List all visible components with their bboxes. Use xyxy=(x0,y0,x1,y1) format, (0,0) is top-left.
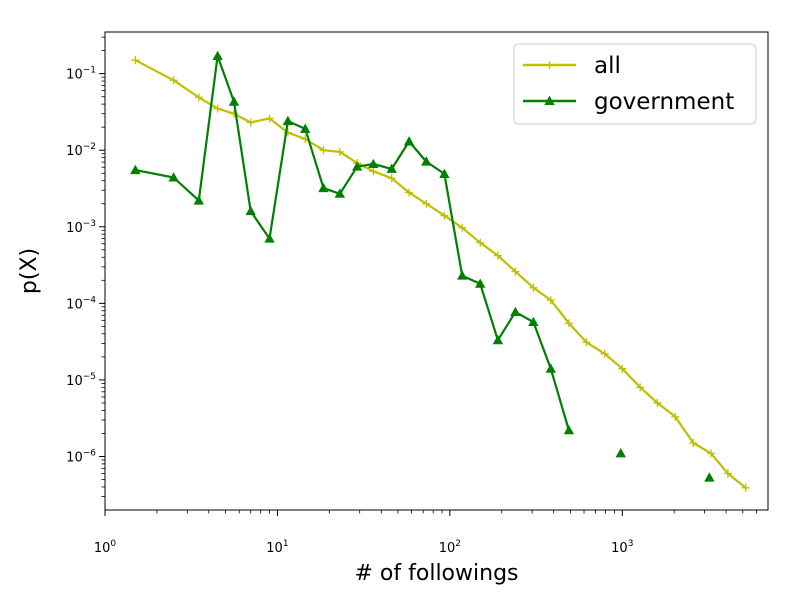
y-axis-label: p(X) xyxy=(17,248,42,294)
data-point-government xyxy=(193,195,204,205)
data-point-all xyxy=(671,412,680,421)
data-point-government xyxy=(510,306,521,317)
data-point-government xyxy=(403,136,415,146)
y-tick-label: 10−6 xyxy=(66,448,96,465)
data-point-government xyxy=(421,156,432,166)
data-point-all xyxy=(636,383,645,392)
data-point-government xyxy=(492,334,504,345)
data-point-all xyxy=(131,56,140,65)
data-point-government xyxy=(545,363,556,373)
y-tick-label: 10−2 xyxy=(66,142,96,159)
data-point-government xyxy=(528,316,539,327)
data-point-all xyxy=(194,93,203,102)
data-point-government xyxy=(212,50,223,61)
plot-frame xyxy=(104,31,769,511)
data-point-all xyxy=(405,188,414,197)
data-point-all xyxy=(213,104,222,113)
data-point-government xyxy=(615,447,626,458)
data-point-all xyxy=(246,118,255,127)
data-point-all xyxy=(707,449,716,458)
data-point-government xyxy=(439,168,450,178)
legend-marker-all xyxy=(545,61,554,69)
data-point-government xyxy=(130,164,141,175)
x-axis-label: # of followings xyxy=(355,561,519,586)
y-tick-label: 10−3 xyxy=(66,219,96,236)
data-point-all xyxy=(600,349,609,358)
y-tick-label: 10−1 xyxy=(66,66,96,83)
legend-label-government: government xyxy=(594,89,734,115)
data-point-all xyxy=(335,147,344,156)
data-point-all xyxy=(741,483,750,492)
data-point-all xyxy=(582,338,591,347)
data-point-government xyxy=(245,205,256,216)
data-point-all xyxy=(511,267,520,276)
data-point-all xyxy=(387,174,396,183)
data-point-government xyxy=(282,115,294,126)
data-point-all xyxy=(458,223,467,232)
y-tick-label: 10−5 xyxy=(66,372,96,389)
data-point-all xyxy=(422,199,431,208)
x-tick-label: 102 xyxy=(439,539,461,556)
data-point-all xyxy=(476,238,485,247)
data-point-all xyxy=(529,283,538,292)
data-point-all xyxy=(493,251,502,260)
series-line-government xyxy=(135,54,570,431)
data-point-all xyxy=(319,146,328,155)
x-tick-label: 101 xyxy=(266,539,288,556)
data-point-government xyxy=(264,233,275,243)
y-tick-label: 10−4 xyxy=(66,295,96,312)
series-government xyxy=(130,50,715,482)
data-point-government xyxy=(168,172,179,182)
legend-marker-government xyxy=(544,95,555,105)
data-point-all xyxy=(564,319,573,328)
data-point-all xyxy=(689,439,698,448)
legend-entries: all government xyxy=(523,53,734,115)
data-point-all xyxy=(618,364,627,373)
data-point-government xyxy=(334,188,345,198)
x-tick-label: 100 xyxy=(94,539,117,556)
data-point-all xyxy=(265,114,274,123)
data-point-all xyxy=(546,296,555,305)
data-point-government xyxy=(300,123,311,133)
data-point-all xyxy=(369,167,378,176)
data-point-government xyxy=(704,472,715,482)
data-point-government xyxy=(351,161,363,171)
data-point-government xyxy=(318,182,329,193)
series-layer xyxy=(130,50,750,492)
data-point-government xyxy=(228,96,240,106)
data-point-government xyxy=(386,163,397,173)
data-point-all xyxy=(653,398,662,407)
ticks-layer: 100 101 102 103 10−6 10−5 10−4 10−3 10−2 10−1 xyxy=(66,36,757,556)
data-point-government xyxy=(563,424,575,435)
data-point-government xyxy=(475,278,486,288)
legend-label-all: all xyxy=(594,53,621,79)
data-point-all xyxy=(723,469,732,478)
data-point-government xyxy=(368,158,379,169)
x-tick-label: 103 xyxy=(611,539,633,556)
legend: all government xyxy=(513,43,757,125)
data-point-all xyxy=(440,211,449,220)
data-point-government xyxy=(457,270,468,280)
data-point-all xyxy=(169,76,178,85)
